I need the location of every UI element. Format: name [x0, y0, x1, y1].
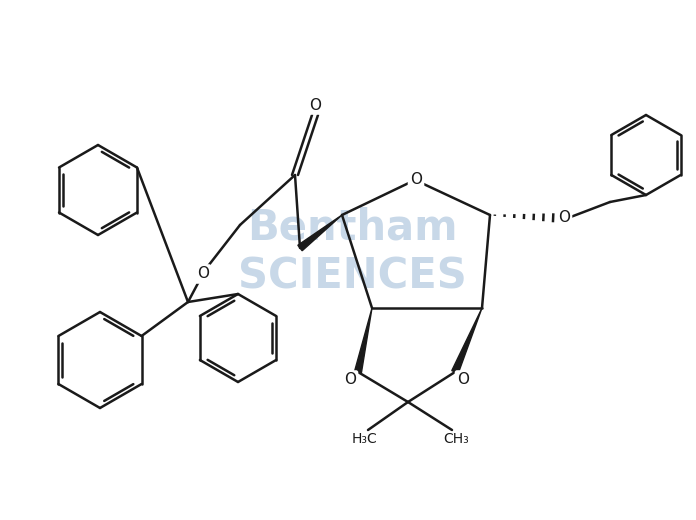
Text: CH₃: CH₃ — [443, 432, 469, 446]
Text: O: O — [410, 172, 422, 187]
Text: O: O — [344, 372, 356, 387]
Text: O: O — [197, 266, 209, 281]
Text: O: O — [457, 372, 469, 387]
Polygon shape — [354, 308, 372, 373]
Text: O: O — [309, 98, 321, 112]
Text: Bentham
SCIENCES: Bentham SCIENCES — [237, 207, 466, 297]
Polygon shape — [298, 215, 342, 251]
Text: H₃C: H₃C — [351, 432, 377, 446]
Text: O: O — [558, 210, 570, 225]
Polygon shape — [452, 308, 482, 373]
